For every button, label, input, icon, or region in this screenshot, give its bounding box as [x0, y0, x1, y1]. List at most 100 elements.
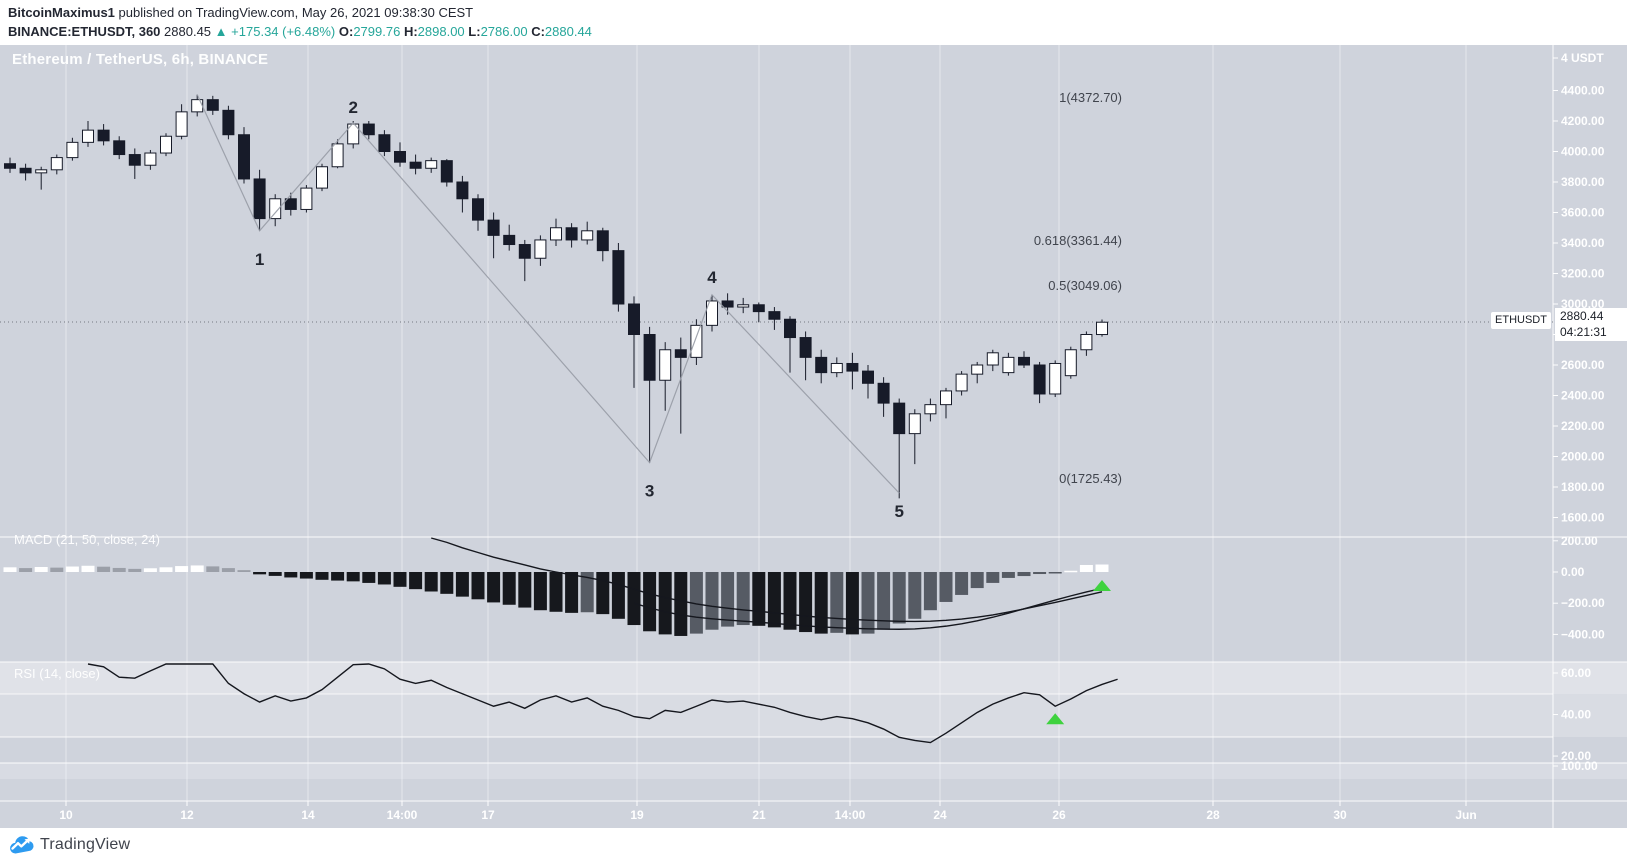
- candle: [581, 230, 594, 241]
- fib-retracement-labels[interactable]: 1(4372.70) 0.618(3361.44) 0.5(3049.06) 0(17…: [1034, 90, 1122, 486]
- macd-indicator-label[interactable]: MACD (21, 50, close, 24): [14, 532, 160, 547]
- candle: [628, 303, 640, 335]
- axis-tick-label: 60.00: [1561, 666, 1591, 680]
- macd-histogram-bar: [736, 572, 750, 626]
- candle: [986, 352, 999, 366]
- axis-tick-label: 200.00: [1561, 534, 1598, 548]
- time-tick-label: 21: [752, 808, 766, 822]
- candle: [908, 413, 921, 435]
- macd-line: [633, 587, 1103, 630]
- candle: [1002, 356, 1015, 374]
- wave-label[interactable]: 1: [255, 250, 264, 269]
- candle: [924, 404, 937, 415]
- macd-signal-line: [431, 537, 1103, 623]
- macd-histogram-bar: [471, 572, 485, 600]
- macd-histogram-bar: [580, 572, 594, 613]
- candle: [534, 239, 547, 259]
- last-price: 2880.45: [164, 24, 212, 39]
- candle: [50, 157, 63, 171]
- candle: [206, 99, 219, 111]
- macd-histogram-bar: [440, 572, 454, 594]
- macd-histogram-bar: [1095, 564, 1109, 572]
- macd-histogram-bar: [1017, 572, 1031, 577]
- footer: TradingView: [0, 828, 1627, 867]
- low-label: L:: [468, 24, 481, 39]
- candle: [269, 198, 282, 220]
- macd-histogram-bar: [331, 572, 345, 581]
- time-tick-label: 19: [630, 808, 644, 822]
- candle: [284, 198, 297, 210]
- tradingview-logo-icon[interactable]: [8, 835, 36, 857]
- open-value: 2799.76: [353, 24, 401, 39]
- publish-info-line: BitcoinMaximus1 published on TradingView…: [8, 3, 1208, 22]
- time-tick-label: 30: [1333, 808, 1347, 822]
- candle: [721, 300, 734, 308]
- macd-histogram-bar: [783, 572, 797, 630]
- pane-bands: [0, 662, 1627, 779]
- wave-label[interactable]: 5: [894, 502, 903, 521]
- publish-info: published on TradingView.com, May 26, 20…: [114, 5, 474, 20]
- wave-label[interactable]: 4: [707, 268, 717, 287]
- candle: [1064, 349, 1077, 377]
- symbol-price-tag[interactable]: ETHUSDT: [1491, 312, 1551, 329]
- candle: [19, 167, 32, 174]
- candle: [425, 160, 438, 169]
- candle: [659, 349, 672, 381]
- time-tick-label: 17: [481, 808, 495, 822]
- axis-tick-label: 3800.00: [1561, 175, 1605, 189]
- candle: [768, 311, 781, 320]
- buy-signal-marker[interactable]: [1093, 580, 1111, 591]
- macd-histogram-bar: [175, 566, 189, 572]
- elliott-wave-overlay: 1 2 3 4 5: [196, 94, 904, 521]
- macd-histogram-bar: [81, 565, 95, 572]
- macd-histogram-bar: [3, 567, 17, 572]
- candle: [550, 227, 562, 241]
- high-value: 2898.00: [417, 24, 465, 39]
- candle: [971, 364, 984, 375]
- macd-histogram-bar: [877, 572, 891, 630]
- macd-histogram-bar: [19, 568, 33, 572]
- candle: [503, 234, 516, 246]
- axis-tick-label: −200.00: [1561, 596, 1605, 610]
- fib-level-label: 0(1725.43): [1059, 471, 1122, 486]
- candle: [940, 390, 952, 406]
- macd-histogram-bar: [315, 572, 329, 580]
- time-tick-label: Jun: [1455, 808, 1476, 822]
- tradingview-brand-text[interactable]: TradingView: [40, 836, 131, 853]
- axis-tick-label: 4200.00: [1561, 114, 1605, 128]
- candle: [893, 402, 906, 435]
- time-tick-label: 14:00: [387, 808, 418, 822]
- wave-label[interactable]: 3: [645, 482, 654, 501]
- buy-signal-marker[interactable]: [1046, 713, 1065, 725]
- macd-histogram-bar: [159, 567, 173, 572]
- chart-canvas[interactable]: 4 USDT4400.004200.004000.003800.003600.0…: [0, 45, 1627, 828]
- close-value: 2880.44: [544, 24, 592, 39]
- candle: [955, 373, 968, 392]
- wave-label[interactable]: 2: [348, 98, 357, 117]
- time-axis[interactable]: 10 12 14 14:00 17 19 21 14:00 24 26 28 30 Jun: [59, 801, 1477, 822]
- last-price-tag[interactable]: 2880.44 04:21:31: [1555, 308, 1627, 341]
- candle: [784, 318, 796, 339]
- axis-tick-label: 40.00: [1561, 708, 1591, 722]
- candle: [362, 123, 375, 136]
- open-label: O:: [338, 24, 354, 39]
- macd-histogram-bar: [643, 572, 657, 632]
- macd-histogram-bar: [892, 572, 906, 624]
- candle: [799, 337, 812, 358]
- candle: [565, 227, 578, 241]
- candle: [1033, 364, 1046, 395]
- candle: [456, 181, 469, 200]
- axis-unit-label: 4 USDT: [1561, 51, 1604, 65]
- candle: [737, 304, 750, 308]
- author-name: BitcoinMaximus1: [8, 5, 115, 20]
- price-axis[interactable]: 4 USDT 4400.00 4200.00 4000.00 3800.00 3600.0…: [1553, 51, 1605, 773]
- chart-area[interactable]: 4 USDT 4400.00 4200.00 4000.00 3800.00 3600.0…: [0, 45, 1627, 828]
- macd-histogram-bar: [1079, 564, 1093, 572]
- axis-tick-label: 2400.00: [1561, 389, 1605, 403]
- candle: [160, 135, 172, 154]
- macd-histogram-bar: [1033, 572, 1047, 575]
- rsi-indicator-label[interactable]: RSI (14, close): [14, 666, 100, 681]
- time-tick-label: 26: [1052, 808, 1066, 822]
- macd-histogram-bar: [299, 572, 313, 579]
- macd-histogram-bar: [1064, 570, 1078, 573]
